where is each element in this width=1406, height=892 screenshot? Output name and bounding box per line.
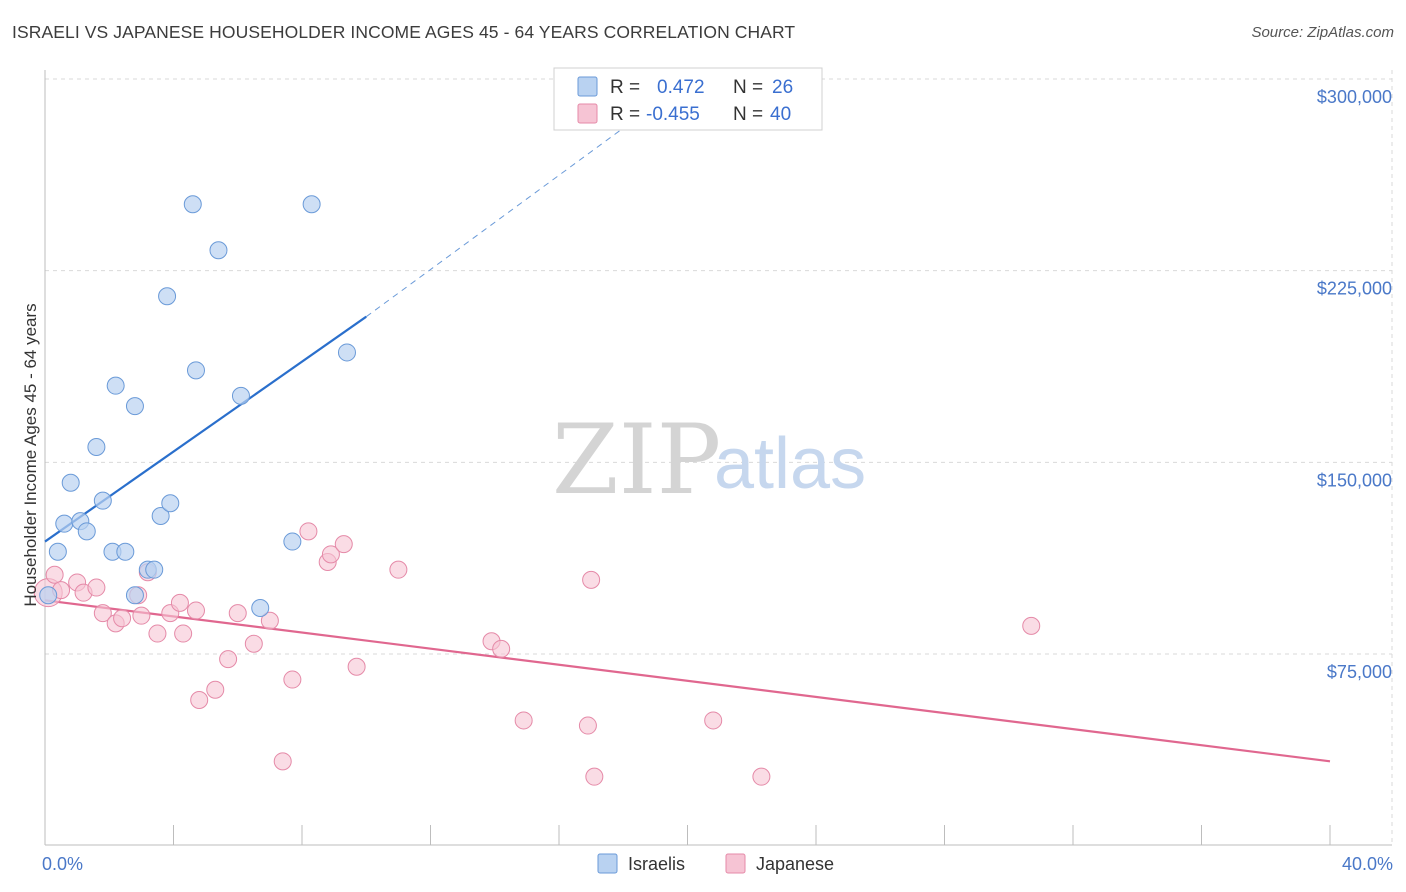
axes xyxy=(44,70,1392,846)
data-point-japanese xyxy=(228,604,247,623)
data-point-israelis xyxy=(77,522,96,541)
data-point-israelis xyxy=(302,195,321,214)
data-point-japanese xyxy=(219,650,238,669)
legend-r-value-japanese: -0.455 xyxy=(646,104,700,125)
data-point-japanese xyxy=(389,560,408,579)
bottom-legend-swatch-japanese xyxy=(725,853,746,874)
data-point-japanese xyxy=(299,522,318,541)
data-point-japanese xyxy=(752,767,771,786)
data-point-israelis xyxy=(186,361,205,380)
bottom-legend-swatch-israelis xyxy=(597,853,618,874)
trend-line-israelis xyxy=(44,315,367,543)
y-axis-label: Householder Income Ages 45 - 64 years xyxy=(21,303,40,606)
data-point-israelis xyxy=(87,438,106,456)
bottom-legend-japanese: Japanese xyxy=(756,854,834,874)
data-point-japanese xyxy=(347,657,366,676)
data-point-japanese xyxy=(186,601,205,620)
israeli-points xyxy=(39,195,356,617)
chart-title: ISRAELI VS JAPANESE HOUSEHOLDER INCOME A… xyxy=(12,22,796,42)
data-point-japanese xyxy=(283,670,302,689)
data-point-israelis xyxy=(337,343,356,362)
data-point-japanese xyxy=(585,767,604,786)
data-point-japanese xyxy=(148,624,167,643)
legend-r-label-japanese: R = xyxy=(610,104,640,125)
source-note: Source: ZipAtlas.com xyxy=(1251,24,1394,41)
legend-r-label-israelis: R = xyxy=(610,77,640,98)
data-point-japanese xyxy=(582,570,601,589)
data-point-israelis xyxy=(39,586,58,605)
legend-swatch-japanese xyxy=(577,103,598,124)
watermark-zip: ZIP xyxy=(552,404,721,516)
japanese-points xyxy=(33,522,1041,786)
watermark-atlas: atlas xyxy=(714,424,866,504)
data-point-japanese xyxy=(1022,616,1041,635)
series-legend: Israelis Japanese xyxy=(597,853,834,874)
tick-labels: $75,000 $150,000 $225,000 $300,000 0.0% 40.0% xyxy=(42,87,1393,874)
data-point-israelis xyxy=(231,386,250,405)
data-point-israelis xyxy=(145,560,164,579)
data-point-japanese xyxy=(244,634,263,653)
data-point-japanese xyxy=(87,578,106,597)
data-point-israelis xyxy=(161,494,180,513)
data-point-israelis xyxy=(116,542,135,561)
legend-r-value-israelis: 0.472 xyxy=(657,77,705,98)
data-point-japanese xyxy=(190,691,209,709)
data-point-israelis xyxy=(251,599,270,617)
legend-n-value-japanese: 40 xyxy=(770,104,791,125)
data-point-japanese xyxy=(174,624,193,643)
data-point-japanese xyxy=(704,711,723,730)
data-point-japanese xyxy=(514,711,533,730)
x-tick-label: 40.0% xyxy=(1342,854,1393,874)
data-point-israelis xyxy=(283,532,302,551)
bottom-legend-israelis: Israelis xyxy=(628,854,685,874)
y-tick-label: $225,000 xyxy=(1317,279,1392,299)
data-point-israelis xyxy=(125,397,144,416)
data-point-japanese xyxy=(273,752,292,771)
legend-n-label-japanese: N = xyxy=(733,104,763,125)
legend-n-value-israelis: 26 xyxy=(772,77,793,98)
data-point-israelis xyxy=(183,195,202,214)
watermark: ZIP atlas xyxy=(552,404,866,516)
correlation-legend: R = 0.472 N = 26 R = -0.455 N = 40 xyxy=(553,67,823,131)
trend-line-israelis-extension xyxy=(365,104,656,318)
legend-n-label-israelis: N = xyxy=(733,77,763,98)
data-point-israelis xyxy=(151,507,170,525)
data-point-japanese xyxy=(93,604,112,623)
data-point-japanese xyxy=(113,609,132,628)
legend-box xyxy=(553,67,823,131)
data-point-japanese xyxy=(492,639,511,658)
data-point-japanese xyxy=(321,545,340,564)
data-point-japanese xyxy=(170,593,189,612)
y-tick-label: $75,000 xyxy=(1327,662,1392,682)
grid-lines xyxy=(45,70,1393,845)
data-point-japanese xyxy=(132,606,151,625)
data-point-israelis xyxy=(61,473,80,492)
y-tick-label: $150,000 xyxy=(1317,470,1392,490)
data-point-israelis xyxy=(106,376,125,395)
data-point-japanese xyxy=(334,535,353,554)
data-point-israelis xyxy=(125,586,144,605)
data-point-israelis xyxy=(48,542,67,561)
data-point-israelis xyxy=(209,241,228,260)
data-point-israelis xyxy=(158,287,177,306)
data-point-israelis xyxy=(55,514,74,533)
data-point-israelis xyxy=(93,491,112,510)
trend-line-japanese xyxy=(44,599,1331,763)
x-tick-label: 0.0% xyxy=(42,854,83,874)
data-point-japanese xyxy=(206,680,225,699)
data-point-japanese xyxy=(45,565,64,584)
y-tick-label: $300,000 xyxy=(1317,87,1392,107)
data-point-japanese xyxy=(260,611,279,630)
legend-swatch-israelis xyxy=(577,76,598,97)
data-point-japanese xyxy=(578,716,597,735)
